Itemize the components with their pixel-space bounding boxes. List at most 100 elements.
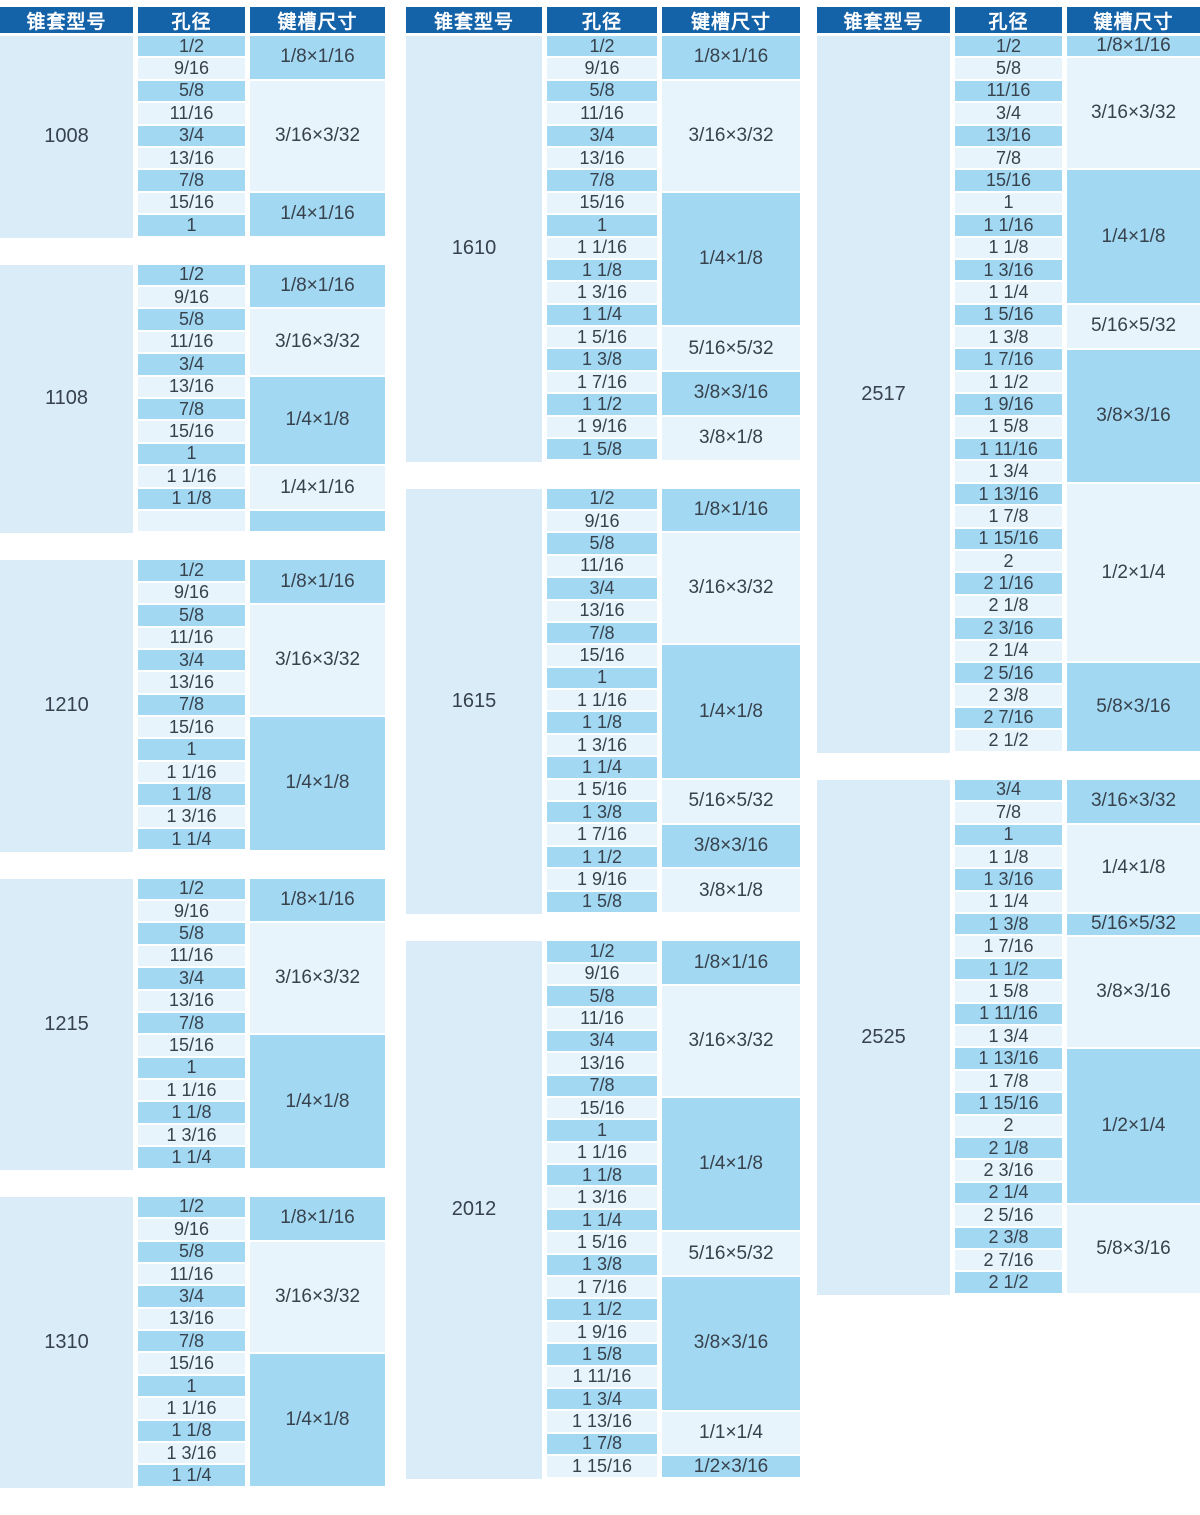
model-cell: 1008 — [0, 36, 133, 238]
bore-cell: 1 1/16 — [547, 690, 657, 713]
bore-cell: 15/16 — [138, 192, 245, 216]
bore-cell: 9/16 — [138, 287, 245, 310]
bore-cell: 3/4 — [138, 650, 245, 673]
bore-cell — [138, 510, 245, 534]
bore-cell: 1 15/16 — [547, 1456, 657, 1479]
keyway-cell: 1/8×1/16 — [1067, 35, 1200, 59]
model-cell: 1310 — [0, 1196, 133, 1488]
bore-cell: 1 — [138, 1376, 245, 1399]
bore-cell: 9/16 — [138, 58, 245, 81]
bore-cell: 1 1/4 — [547, 304, 657, 328]
bore-cell: 1 3/8 — [955, 914, 1062, 937]
spec-table-2517: 2517 1/2 5/8 11/16 3/4 13/16 7/8 15/16 1 1 1/16 1 … — [817, 35, 1200, 753]
keyway-cell: 1/8×1/16 — [250, 1196, 385, 1242]
bore-cell: 1 3/8 — [547, 802, 657, 825]
bore-cell: 1 13/16 — [955, 1048, 1062, 1071]
keyway-column: 1/8×1/16 3/16×3/32 1/4×1/8 — [250, 1196, 385, 1488]
keyway-cell: 1/2×3/16 — [662, 1456, 800, 1479]
bore-cell: 15/16 — [138, 1035, 245, 1058]
bore-cell: 7/8 — [138, 1013, 245, 1036]
bore-cell: 15/16 — [138, 421, 245, 444]
bore-cell: 15/16 — [547, 192, 657, 216]
bore-cell: 1 1/16 — [138, 1398, 245, 1421]
keyway-column: 3/16×3/32 1/4×1/8 5/16×5/32 3/8×3/16 1/2×1/4… — [1067, 779, 1200, 1295]
table-header-row: 锥套型号 孔径 键槽尺寸 — [406, 7, 800, 33]
keyway-cell: 5/16×5/32 — [1067, 913, 1200, 937]
bore-cell: 1 1/2 — [955, 959, 1062, 982]
bore-cell: 2 1/16 — [955, 573, 1062, 596]
keyway-cell: 5/8×3/16 — [1067, 1205, 1200, 1295]
keyway-cell: 3/16×3/32 — [250, 80, 385, 193]
bore-cell: 1 1/8 — [955, 847, 1062, 870]
bore-cell: 1 5/16 — [547, 779, 657, 803]
bore-cell: 5/8 — [138, 605, 245, 628]
bore-cell: 7/8 — [955, 148, 1062, 171]
bore-cell: 11/16 — [138, 627, 245, 650]
keyway-cell — [250, 510, 385, 534]
bore-cell: 1/2 — [138, 560, 245, 583]
bore-cell: 1 1/16 — [955, 215, 1062, 238]
bore-cell: 1 — [138, 443, 245, 467]
bore-cell: 1 7/8 — [547, 1433, 657, 1457]
keyway-cell: 3/16×3/32 — [250, 923, 385, 1036]
bore-column: 1/2 9/16 5/8 11/16 3/4 13/16 7/8 15/16 1 1 1/16 1 … — [547, 36, 657, 462]
bore-cell: 1 1/4 — [138, 1465, 245, 1488]
keyway-column: 1/8×1/16 3/16×3/32 1/4×1/8 5/16×5/32 3/8×3/1… — [1067, 35, 1200, 753]
bore-column: 1/2 9/16 5/8 11/16 3/4 13/16 7/8 15/16 1 1 1/16 1 … — [547, 488, 657, 915]
keyway-column: 1/8×1/16 3/16×3/32 1/4×1/8 1/4×1/16 — [250, 264, 385, 534]
header-model-label: 锥套型号 — [406, 7, 542, 33]
bore-cell: 3/4 — [138, 1286, 245, 1309]
model-cell: 2525 — [817, 779, 950, 1295]
bore-cell: 9/16 — [138, 901, 245, 924]
bore-cell: 1 1/4 — [955, 891, 1062, 915]
spec-table-1008: 1008 1/2 9/16 5/8 11/16 3/4 13/16 7/8 15/16 1 1/8×… — [0, 36, 385, 238]
bore-cell: 2 — [955, 551, 1062, 574]
bore-column: 1/2 9/16 5/8 11/16 3/4 13/16 7/8 15/16 1 1 1/16 1 … — [138, 264, 245, 534]
bore-cell: 3/4 — [138, 125, 245, 148]
bore-cell: 1 1/8 — [138, 1102, 245, 1125]
bore-cell: 2 5/16 — [955, 1205, 1062, 1228]
bore-cell: 2 1/4 — [955, 1182, 1062, 1206]
header-keyway-label: 键槽尺寸 — [662, 7, 800, 33]
model-cell: 1610 — [406, 36, 542, 462]
bore-cell: 1 9/16 — [547, 1322, 657, 1345]
bore-cell: 1 3/4 — [547, 1389, 657, 1412]
bore-cell: 1 — [138, 739, 245, 762]
bore-cell: 1 1/8 — [955, 237, 1062, 260]
bore-cell: 1/2 — [138, 264, 245, 287]
bore-cell: 13/16 — [547, 148, 657, 171]
bore-cell: 1 3/16 — [955, 260, 1062, 283]
bore-cell: 1/2 — [138, 36, 245, 59]
bore-cell: 2 — [955, 1115, 1062, 1138]
spec-table-2012: 2012 1/2 9/16 5/8 11/16 3/4 13/16 7/8 15/16 1 1 1/… — [406, 941, 800, 1479]
bore-cell: 1 1/2 — [547, 1299, 657, 1322]
bore-cell: 13/16 — [138, 148, 245, 171]
bore-cell: 5/8 — [138, 309, 245, 332]
keyway-cell: 1/8×1/16 — [250, 878, 385, 924]
bore-cell: 1 5/8 — [547, 439, 657, 462]
bore-cell: 2 1/8 — [955, 595, 1062, 619]
keyway-cell: 3/16×3/32 — [250, 1241, 385, 1354]
bore-cell: 1 1/16 — [138, 466, 245, 489]
bore-cell: 1 7/16 — [955, 936, 1062, 959]
keyway-cell: 3/16×3/32 — [662, 533, 800, 646]
bore-cell: 11/16 — [547, 103, 657, 126]
bore-cell: 5/8 — [138, 923, 245, 946]
bore-cell: 3/4 — [138, 354, 245, 377]
bore-cell: 1/2 — [547, 941, 657, 964]
bore-cell: 1 3/16 — [955, 869, 1062, 892]
bore-cell: 1 1/8 — [138, 1420, 245, 1444]
bore-cell: 1 1/4 — [547, 757, 657, 780]
spec-table-1310: 1310 1/2 9/16 5/8 11/16 3/4 13/16 7/8 15/16 1 1 1/… — [0, 1196, 385, 1488]
model-cell: 1215 — [0, 878, 133, 1170]
keyway-cell: 5/16×5/32 — [662, 327, 800, 372]
bore-cell: 2 3/16 — [955, 1160, 1062, 1183]
bore-cell: 5/8 — [547, 80, 657, 104]
keyway-cell: 3/8×3/16 — [662, 824, 800, 870]
keyway-cell: 5/16×5/32 — [1067, 304, 1200, 350]
bore-cell: 13/16 — [138, 990, 245, 1013]
bore-cell: 1 9/16 — [955, 394, 1062, 417]
bore-cell: 13/16 — [138, 672, 245, 695]
keyway-cell: 1/4×1/16 — [250, 466, 385, 511]
keyway-cell: 1/4×1/8 — [662, 1097, 800, 1233]
